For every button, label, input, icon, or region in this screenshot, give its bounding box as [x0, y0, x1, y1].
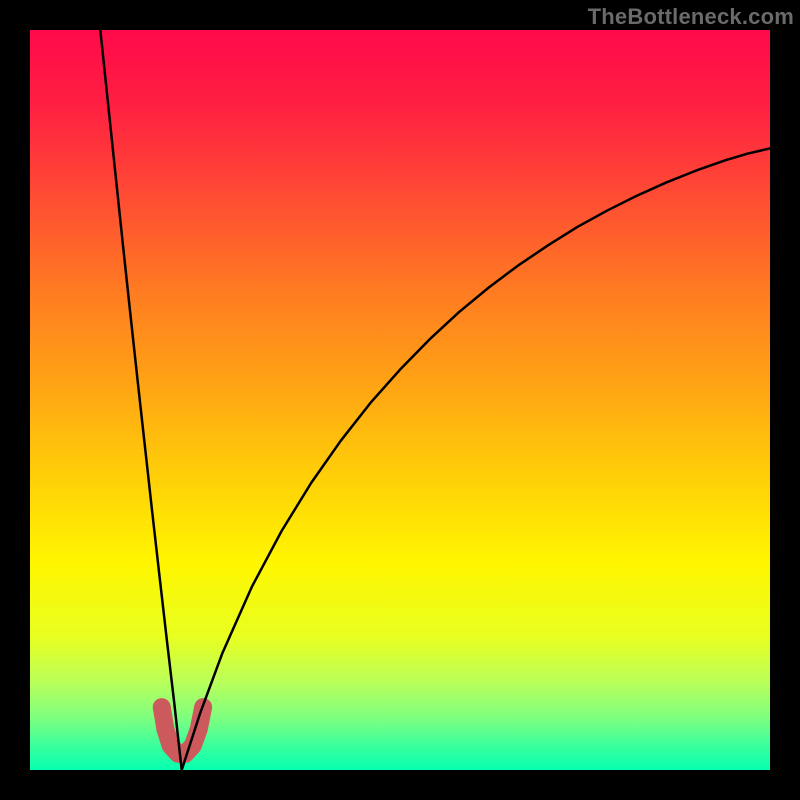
chart-container: TheBottleneck.com — [0, 0, 800, 800]
bottleneck-chart-svg — [30, 30, 770, 770]
plot-area — [30, 30, 770, 770]
watermark-text: TheBottleneck.com — [588, 4, 794, 30]
